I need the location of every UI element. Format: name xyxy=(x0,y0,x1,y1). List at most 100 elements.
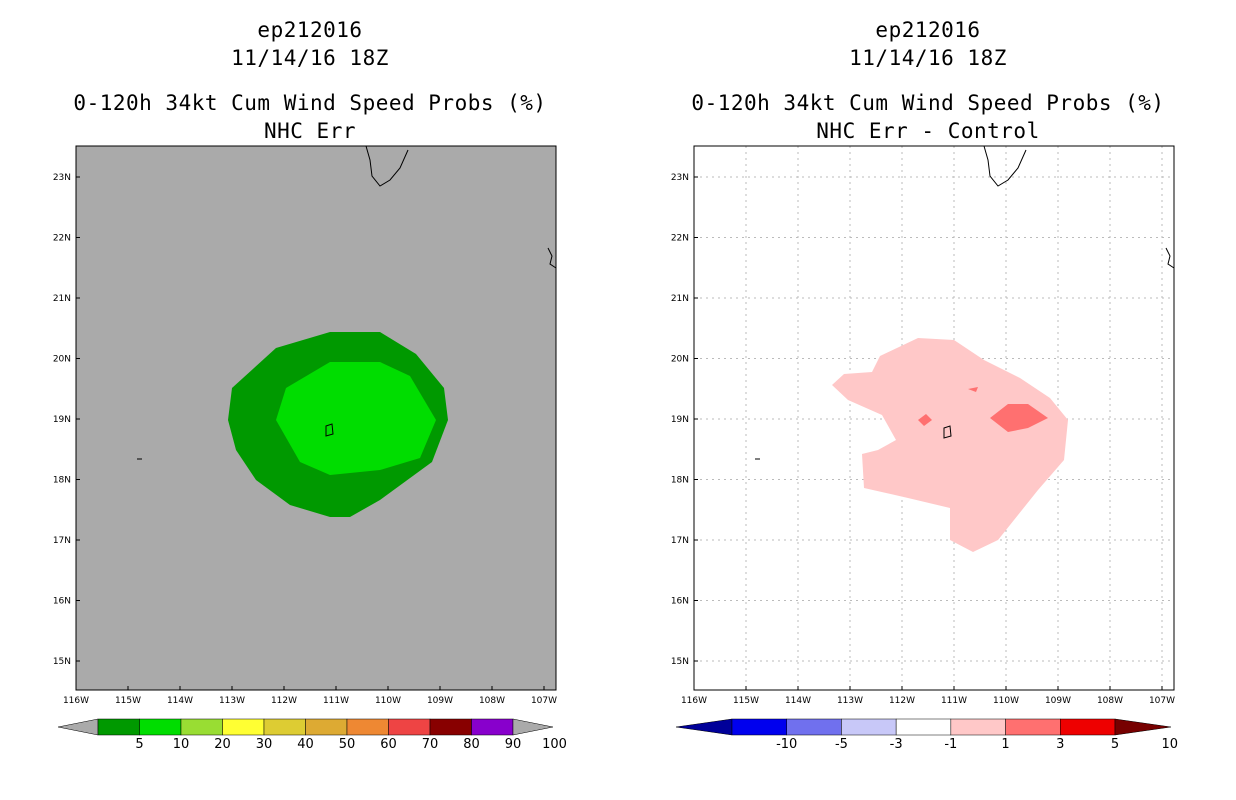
lon-label: 110W xyxy=(993,696,1019,706)
right-contour-3-5-small-a xyxy=(918,414,932,426)
colorbar-box xyxy=(139,718,182,736)
colorbar-box xyxy=(180,718,223,736)
colorbar-label: 3 xyxy=(1056,737,1064,752)
lat-label: 18N xyxy=(671,476,689,486)
left-map-frame xyxy=(75,145,557,691)
left-subtitle: NHC Err xyxy=(263,119,356,143)
colorbar-box xyxy=(346,718,389,736)
lat-label: 15N xyxy=(53,657,71,667)
lon-label: 113W xyxy=(837,696,863,706)
lon-label: 109W xyxy=(1045,696,1071,706)
left-contour-10-20 xyxy=(276,362,436,475)
colorbar-box xyxy=(388,718,431,736)
left-coastline-east xyxy=(547,247,557,269)
colorbar-label: 5 xyxy=(135,737,143,752)
right-contour-1-3 xyxy=(832,338,1068,552)
right-subtitle: NHC Err - Control xyxy=(816,119,1040,143)
colorbar-box xyxy=(429,718,472,736)
colorbar-box xyxy=(471,718,514,736)
lon-label: 113W xyxy=(219,696,245,706)
colorbar-label: 40 xyxy=(297,737,314,752)
lon-label: 108W xyxy=(1097,696,1123,706)
left-map: 23N 22N 21N 20N 19N 18N 17N 16N 15N 116W 115W 114W 1… xyxy=(53,145,567,752)
right-product-title: 0-120h 34kt Cum Wind Speed Probs (%) xyxy=(691,91,1165,115)
lat-label: 16N xyxy=(671,597,689,607)
colorbar-label: 60 xyxy=(380,737,397,752)
lat-label: 19N xyxy=(671,415,689,425)
lat-label: 23N xyxy=(53,173,71,183)
lon-label: 112W xyxy=(271,696,297,706)
left-product-title: 0-120h 34kt Cum Wind Speed Probs (%) xyxy=(73,91,547,115)
lon-label: 109W xyxy=(427,696,453,706)
colorbar-box xyxy=(1060,718,1116,736)
lat-label: 22N xyxy=(671,234,689,244)
lon-label: 107W xyxy=(531,696,557,706)
right-island xyxy=(943,425,952,439)
colorbar-label: 90 xyxy=(505,737,522,752)
colorbar-label: 100 xyxy=(542,737,567,752)
colorbar-box xyxy=(305,718,348,736)
colorbar-label: 30 xyxy=(256,737,273,752)
lat-label: 15N xyxy=(671,657,689,667)
right-coastline xyxy=(983,145,1027,187)
lat-label: 17N xyxy=(53,536,71,546)
lon-label: 116W xyxy=(63,696,89,706)
right-storm-id: ep212016 xyxy=(875,18,981,42)
colorbar-label: -5 xyxy=(835,737,848,752)
lat-label: 23N xyxy=(671,173,689,183)
right-contour-3-5-small-b xyxy=(968,387,978,392)
colorbar-label: 70 xyxy=(422,737,439,752)
right-datetime: 11/14/16 18Z xyxy=(849,46,1007,70)
left-coastline xyxy=(365,145,409,187)
colorbar-box xyxy=(950,718,1006,736)
lat-label: 20N xyxy=(671,355,689,365)
lat-label: 18N xyxy=(53,476,71,486)
colorbar-box xyxy=(263,718,306,736)
colorbar-label: -10 xyxy=(776,737,797,752)
colorbar-box xyxy=(222,718,265,736)
lat-label: 16N xyxy=(53,597,71,607)
left-axes: 23N 22N 21N 20N 19N 18N 17N 16N 15N 116W 115W 114W 1… xyxy=(53,173,557,706)
left-island xyxy=(325,423,334,437)
lon-label: 115W xyxy=(115,696,141,706)
colorbar-label: 1 xyxy=(1001,737,1009,752)
lon-label: 114W xyxy=(785,696,811,706)
colorbar-label: 10 xyxy=(173,737,190,752)
colorbar-box xyxy=(1005,718,1061,736)
lon-label: 108W xyxy=(479,696,505,706)
lon-label: 110W xyxy=(375,696,401,706)
left-datetime: 11/14/16 18Z xyxy=(231,46,389,70)
colorbar-box xyxy=(97,718,140,736)
lon-label: 114W xyxy=(167,696,193,706)
colorbar-box xyxy=(841,718,897,736)
lat-label: 17N xyxy=(671,536,689,546)
right-coastline-east xyxy=(1165,247,1175,269)
colorbar-label: -3 xyxy=(890,737,903,752)
right-map-frame xyxy=(693,145,1175,691)
colorbar-arrow-high xyxy=(512,718,554,736)
lat-label: 22N xyxy=(53,234,71,244)
colorbar-label: 50 xyxy=(339,737,356,752)
lon-label: 111W xyxy=(941,696,967,706)
lon-label: 115W xyxy=(733,696,759,706)
right-map: 23N 22N 21N 20N 19N 18N 17N 16N 15N 116W 115W 114W 1… xyxy=(671,145,1178,752)
colorbar-arrow-low xyxy=(675,718,733,736)
lat-label: 21N xyxy=(53,294,71,304)
left-colorbar: 5 10 20 30 40 50 60 70 80 90 100 xyxy=(57,718,567,752)
colorbar-arrow-low xyxy=(57,718,99,736)
colorbar-label: 80 xyxy=(463,737,480,752)
left-storm-id: ep212016 xyxy=(257,18,363,42)
lat-label: 21N xyxy=(671,294,689,304)
lon-label: 107W xyxy=(1149,696,1175,706)
right-colorbar: -10 -5 -3 -1 1 3 5 10 xyxy=(675,718,1178,752)
colorbar-label: 20 xyxy=(214,737,231,752)
colorbar-box xyxy=(731,718,787,736)
lon-label: 116W xyxy=(681,696,707,706)
lon-label: 111W xyxy=(323,696,349,706)
colorbar-label: -1 xyxy=(944,737,957,752)
colorbar-box xyxy=(786,718,842,736)
colorbar-label: 5 xyxy=(1111,737,1119,752)
right-axes: 23N 22N 21N 20N 19N 18N 17N 16N 15N 116W 115W 114W 1… xyxy=(671,173,1175,706)
colorbar-label: 10 xyxy=(1161,737,1178,752)
lon-label: 112W xyxy=(889,696,915,706)
